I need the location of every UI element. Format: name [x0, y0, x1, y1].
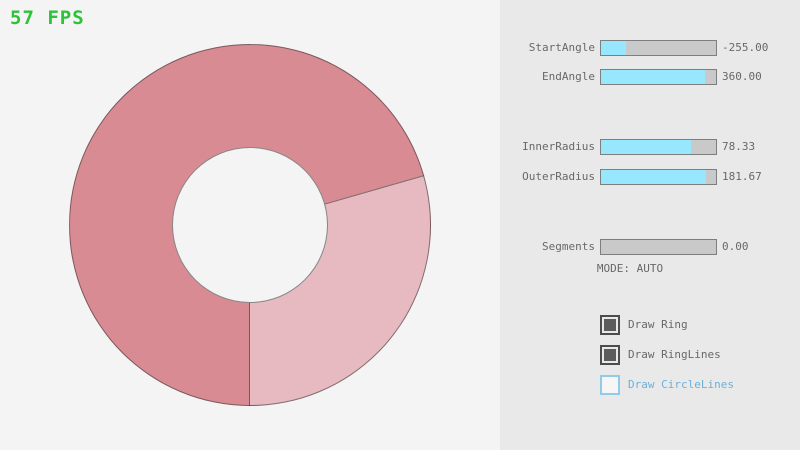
controls-panel: StartAngle -255.00 EndAngle 360.00 Inner…: [500, 0, 800, 450]
slider-row-outerradius: OuterRadius 181.67: [500, 169, 800, 185]
startangle-value: -255.00: [722, 41, 769, 54]
startangle-slider-fill: [601, 41, 627, 55]
slider-row-startangle: StartAngle -255.00: [500, 40, 800, 56]
segments-mode-text: MODE: AUTO: [596, 262, 664, 275]
outerradius-slider-fill: [601, 170, 706, 184]
startangle-label: StartAngle: [528, 41, 595, 54]
checkbox-row-draw-ringlines: Draw RingLines: [600, 345, 800, 365]
endangle-slider-fill: [601, 70, 705, 84]
slider-row-endangle: EndAngle 360.00: [500, 69, 800, 85]
innerradius-value: 78.33: [722, 140, 756, 153]
outerradius-slider[interactable]: [600, 169, 717, 185]
checkbox-row-draw-circlelines: Draw CircleLines: [600, 375, 800, 395]
draw-ringlines-checkbox-label: Draw RingLines: [628, 348, 721, 361]
innerradius-slider[interactable]: [600, 139, 717, 155]
slider-row-innerradius: InnerRadius 78.33: [500, 139, 800, 155]
fps-counter: 57 FPS: [10, 7, 85, 29]
endangle-label: EndAngle: [542, 70, 595, 83]
outerradius-value: 181.67: [722, 170, 762, 183]
segments-label: Segments: [542, 240, 595, 253]
draw-circlelines-checkbox[interactable]: [600, 375, 620, 395]
ring-inner-hole: [172, 147, 328, 303]
checkbox-row-draw-ring: Draw Ring: [600, 315, 800, 335]
endangle-slider[interactable]: [600, 69, 717, 85]
slider-row-segments: Segments 0.00: [500, 239, 800, 255]
segments-slider[interactable]: [600, 239, 717, 255]
startangle-slider[interactable]: [600, 40, 717, 56]
innerradius-label: InnerRadius: [522, 140, 595, 153]
innerradius-slider-fill: [601, 140, 691, 154]
draw-ring-checkbox[interactable]: [600, 315, 620, 335]
draw-circlelines-checkbox-label: Draw CircleLines: [628, 378, 734, 391]
ring-boundary-line-bottom: [249, 303, 250, 406]
draw-ring-checkbox-label: Draw Ring: [628, 318, 688, 331]
outerradius-label: OuterRadius: [522, 170, 595, 183]
endangle-value: 360.00: [722, 70, 762, 83]
segments-value: 0.00: [722, 240, 749, 253]
draw-ringlines-checkbox[interactable]: [600, 345, 620, 365]
